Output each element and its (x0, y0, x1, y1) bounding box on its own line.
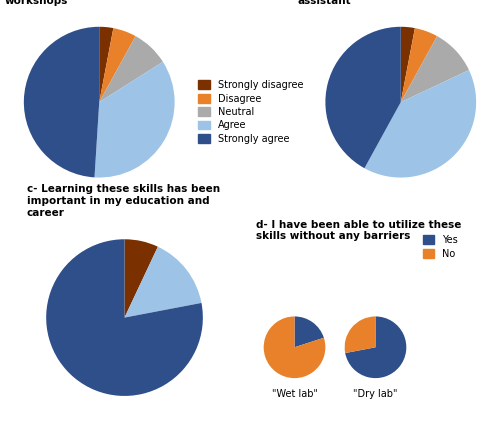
Wedge shape (294, 316, 324, 347)
Wedge shape (46, 239, 203, 396)
Wedge shape (401, 36, 469, 102)
Wedge shape (94, 62, 174, 178)
Wedge shape (124, 247, 202, 318)
X-axis label: "Wet lab": "Wet lab" (272, 389, 318, 399)
Wedge shape (24, 27, 99, 177)
Wedge shape (345, 316, 406, 378)
Text: c- Learning these skills has been
important in my education and
career: c- Learning these skills has been import… (26, 184, 220, 218)
Wedge shape (264, 316, 326, 378)
Text: d- I have been able to utilize these
skills without any barriers: d- I have been able to utilize these ski… (256, 220, 462, 241)
Legend: Yes, No: Yes, No (423, 235, 458, 259)
Wedge shape (344, 316, 376, 353)
Wedge shape (401, 28, 437, 102)
Wedge shape (99, 28, 136, 102)
Wedge shape (364, 70, 476, 178)
Wedge shape (99, 27, 114, 102)
X-axis label: "Dry lab": "Dry lab" (353, 389, 398, 399)
Wedge shape (401, 27, 415, 102)
Wedge shape (326, 27, 401, 168)
Text: b - I feel confident in using the skills
learned in the workshops without
assist: b - I feel confident in using the skills… (297, 0, 500, 6)
Wedge shape (99, 36, 163, 102)
Wedge shape (124, 239, 158, 318)
Text: a- In the past year, I have been
able to use the skills learned in the
workshops: a- In the past year, I have been able to… (5, 0, 214, 6)
Legend: Strongly disagree, Disagree, Neutral, Agree, Strongly agree: Strongly disagree, Disagree, Neutral, Ag… (198, 80, 304, 144)
